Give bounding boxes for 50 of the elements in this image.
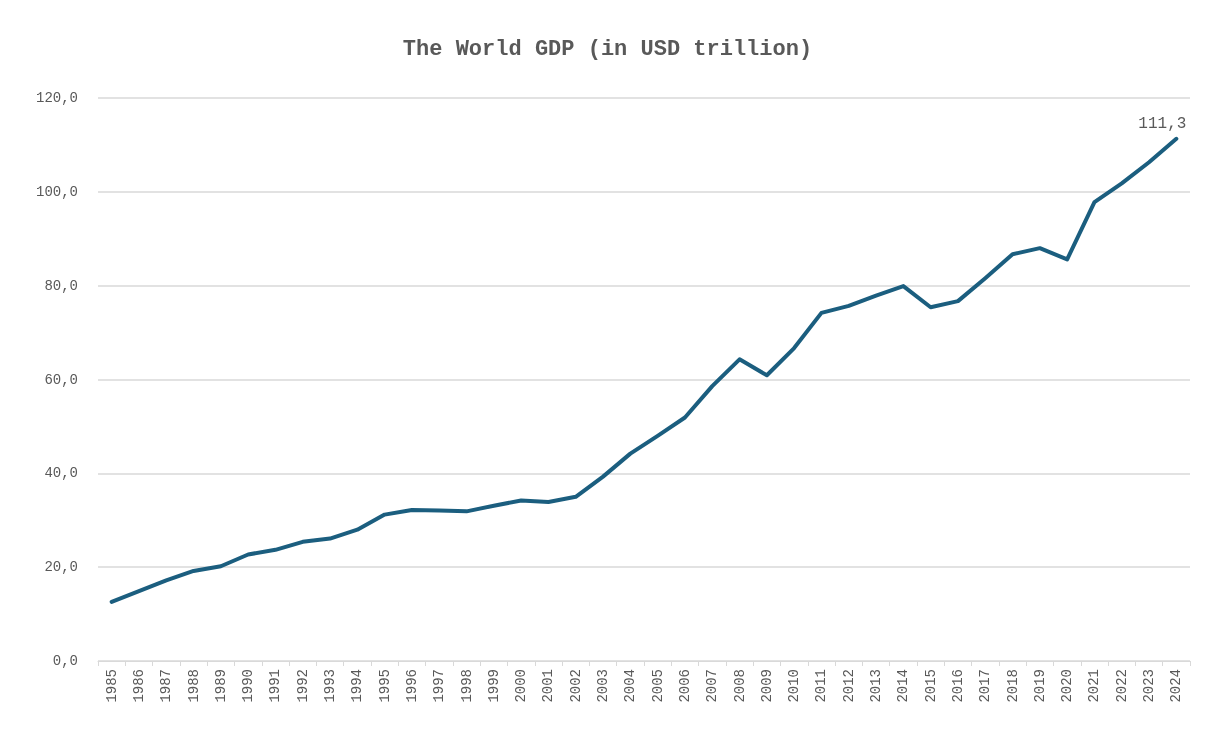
chart-title: The World GDP (in USD trillion) <box>402 36 813 62</box>
x-tick-label: 1993 <box>322 669 339 703</box>
x-tick-label: 2007 <box>704 669 721 703</box>
x-tick-label: 2018 <box>1004 669 1021 703</box>
x-tick-label: 2010 <box>786 669 803 703</box>
x-tick-label: 1987 <box>158 669 175 703</box>
x-tick-label: 2021 <box>1086 669 1103 703</box>
x-tick-label: 1996 <box>403 669 420 703</box>
x-tick-label: 2001 <box>540 669 557 703</box>
line-series <box>109 136 1179 604</box>
x-tick-label: 2020 <box>1059 669 1076 703</box>
x-tick-label: 2003 <box>595 669 612 703</box>
y-tick-label: 120,0 <box>35 90 78 106</box>
x-tick-label: 1990 <box>240 669 257 703</box>
x-tick-label: 2019 <box>1031 669 1048 703</box>
x-tick-label: 2016 <box>949 669 966 703</box>
x-tick-label: 1992 <box>294 669 311 703</box>
x-tick-label: 2011 <box>813 669 830 703</box>
y-tick-label: 20,0 <box>44 559 78 576</box>
x-tick-label: 2017 <box>977 669 994 703</box>
y-tick-label: 40,0 <box>44 465 78 482</box>
x-tick-label: 2005 <box>649 669 666 703</box>
x-tick-label: 1985 <box>103 669 120 703</box>
x-tick-label: 1991 <box>267 669 284 703</box>
x-tick-label: 1994 <box>349 669 366 703</box>
x-tick-label: 2015 <box>922 669 939 703</box>
x-tick-label: 2000 <box>513 669 530 703</box>
x-tick-label: 1998 <box>458 669 475 703</box>
x-tick-label: 2012 <box>840 669 857 703</box>
y-tick-label: 0,0 <box>52 653 78 669</box>
x-tick-label: 1997 <box>431 669 448 703</box>
x-tick-label: 1989 <box>212 669 229 703</box>
x-tick-label: 2014 <box>895 669 912 703</box>
x-tick-label: 2024 <box>1168 669 1185 703</box>
data-label: 111,3 <box>1138 114 1187 133</box>
x-tick-label: 1995 <box>376 669 393 703</box>
y-tick-label: 80,0 <box>44 277 78 294</box>
x-tick-label: 2004 <box>622 669 639 703</box>
y-tick-label: 100,0 <box>35 183 78 200</box>
y-tick-label: 60,0 <box>44 371 78 388</box>
x-tick-label: 1999 <box>485 669 502 703</box>
x-tick-label: 2002 <box>567 669 584 703</box>
x-tick-label: 2008 <box>731 669 748 703</box>
x-tick-label: 2009 <box>758 669 775 703</box>
x-tick-label: 1988 <box>185 669 202 703</box>
x-tick-label: 2006 <box>676 669 693 703</box>
x-tick-label: 2023 <box>1141 669 1158 703</box>
x-tick-label: 1986 <box>130 669 147 703</box>
x-tick-label: 2022 <box>1113 669 1130 703</box>
x-tick-label: 2013 <box>868 669 885 703</box>
